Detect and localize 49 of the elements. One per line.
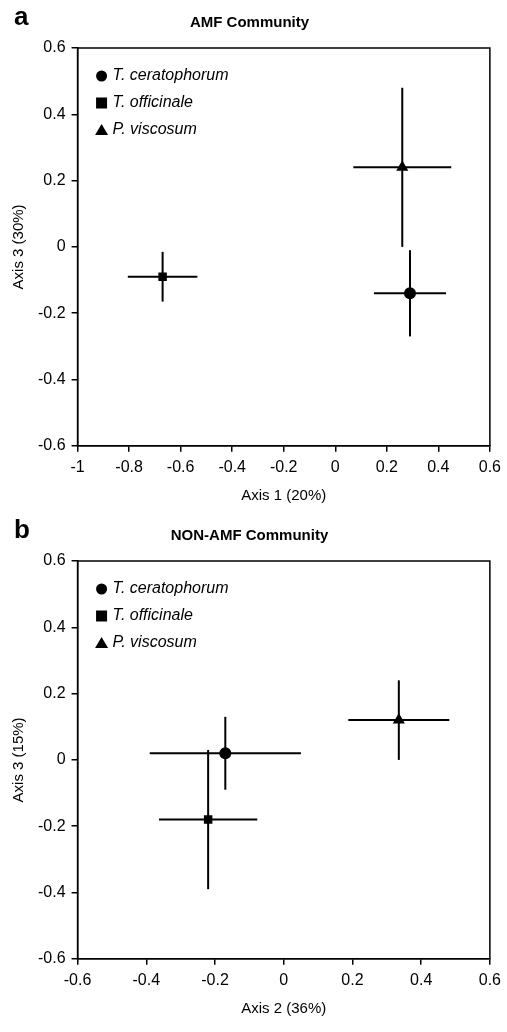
y-tick-label: -0.4 <box>37 882 66 900</box>
legend-label: P. viscosum <box>112 120 197 138</box>
x-tick-label: -0.4 <box>218 457 247 475</box>
x-tick-label: 0.2 <box>341 970 364 988</box>
x-axis-title: Axis 2 (36%) <box>241 999 327 1017</box>
point <box>392 713 405 724</box>
text: b <box>14 514 30 544</box>
point <box>219 747 232 760</box>
y-tick-label: 0.4 <box>43 104 66 122</box>
y-tick-label: -0.2 <box>37 303 66 321</box>
y-tick-label: 0.2 <box>43 171 66 189</box>
y-tick-label: -0.2 <box>37 816 66 834</box>
x-tick-label: 0.6 <box>478 970 502 988</box>
x-axis-title: Axis 1 (20%) <box>241 486 327 504</box>
y-tick-label: 0 <box>56 237 66 255</box>
legend-label: T. ceratophorum <box>112 66 229 84</box>
x-tick-label: 0.4 <box>410 970 433 988</box>
y-tick-label: -0.6 <box>37 436 66 454</box>
y-tick-label: 0.4 <box>43 617 66 635</box>
x-tick-label: 0 <box>279 970 289 988</box>
point <box>403 287 416 300</box>
x-tick-label: 0.4 <box>427 457 450 475</box>
legend-label: T. ceratophorum <box>112 579 229 597</box>
x-tick-label: -0.8 <box>115 457 143 475</box>
y-tick-label: -0.6 <box>37 949 66 967</box>
y-tick-label: 0.6 <box>43 551 66 569</box>
legend-label: T. officinale <box>112 606 194 624</box>
y-axis-title: Axis 3 (30%) <box>9 204 27 290</box>
x-tick-label: -1 <box>70 457 85 475</box>
x-tick-label: 0.6 <box>478 457 502 475</box>
y-tick-label: 0 <box>56 750 66 768</box>
y-tick-label: 0.6 <box>43 38 66 56</box>
chart-title: NON-AMF Community <box>170 526 329 544</box>
x-tick-label: 0.2 <box>375 457 399 475</box>
y-axis-title: Axis 3 (15%) <box>9 717 27 803</box>
x-tick-label: -0.4 <box>132 970 161 988</box>
chart-title: AMF Community <box>189 13 310 31</box>
y-tick-label: -0.4 <box>37 369 66 387</box>
x-tick-label: 0 <box>330 457 340 475</box>
y-tick-label: 0.2 <box>43 684 66 702</box>
legend-label: T. officinale <box>112 93 194 111</box>
text: a <box>14 1 29 31</box>
legend-label: P. viscosum <box>112 633 197 651</box>
x-tick-label: -0.2 <box>201 970 229 988</box>
point <box>203 815 213 824</box>
x-tick-label: -0.6 <box>166 457 195 475</box>
point <box>396 160 409 171</box>
x-tick-label: -0.2 <box>269 457 298 475</box>
point <box>158 272 167 281</box>
